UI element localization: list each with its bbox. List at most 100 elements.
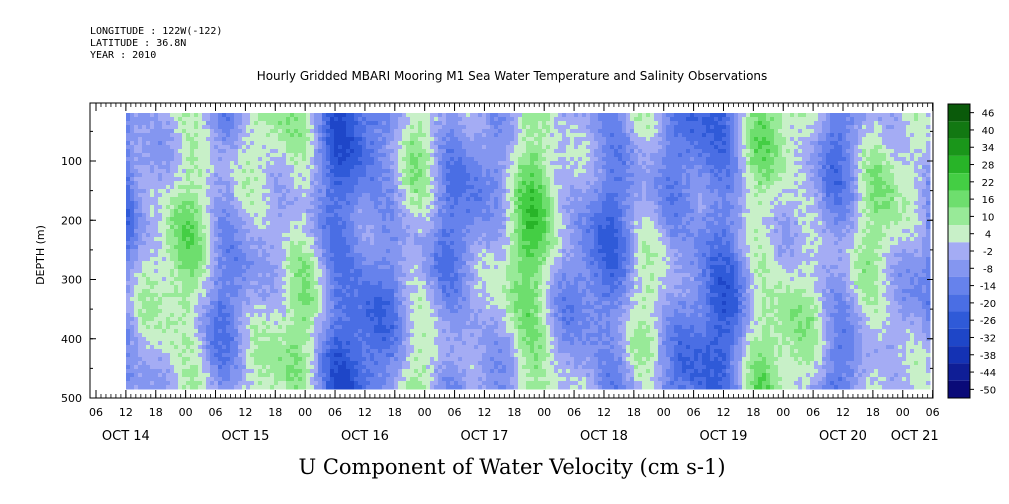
heatmap-cell bbox=[410, 365, 415, 370]
heatmap-cell bbox=[250, 173, 255, 178]
heatmap-cell bbox=[250, 345, 255, 350]
heatmap-cell bbox=[282, 157, 287, 162]
heatmap-cell bbox=[154, 309, 159, 314]
heatmap-cell bbox=[350, 313, 355, 318]
heatmap-cell bbox=[190, 145, 195, 150]
heatmap-cell bbox=[178, 209, 183, 214]
heatmap-cell bbox=[182, 153, 187, 158]
heatmap-cell bbox=[242, 129, 247, 134]
heatmap-cell bbox=[218, 121, 223, 126]
heatmap-cell bbox=[238, 221, 243, 226]
heatmap-cell bbox=[158, 349, 163, 354]
heatmap-cell bbox=[226, 205, 231, 210]
heatmap-cell bbox=[374, 313, 379, 318]
heatmap-cell bbox=[210, 169, 215, 174]
heatmap-cell bbox=[234, 329, 239, 334]
heatmap-cell bbox=[402, 353, 407, 358]
heatmap-cell bbox=[334, 309, 339, 314]
heatmap-cell bbox=[246, 213, 251, 218]
heatmap-cell bbox=[158, 353, 163, 358]
heatmap-cell bbox=[306, 181, 311, 186]
heatmap-cell bbox=[298, 205, 303, 210]
heatmap-cell bbox=[378, 145, 383, 150]
heatmap-cell bbox=[170, 341, 175, 346]
heatmap-cell bbox=[130, 241, 135, 246]
heatmap-cell bbox=[402, 149, 407, 154]
heatmap-cell bbox=[182, 373, 187, 378]
heatmap-cell bbox=[158, 305, 163, 310]
heatmap-cell bbox=[126, 241, 131, 246]
heatmap-cell bbox=[142, 113, 147, 118]
heatmap-cell bbox=[386, 377, 391, 382]
heatmap-cell bbox=[378, 161, 383, 166]
heatmap-cell bbox=[194, 205, 199, 210]
heatmap-cell bbox=[138, 229, 143, 234]
heatmap-cell bbox=[206, 257, 211, 262]
heatmap-cell bbox=[342, 201, 347, 206]
heatmap-cell bbox=[330, 161, 335, 166]
heatmap-cell bbox=[258, 313, 263, 318]
heatmap-cell bbox=[202, 377, 207, 382]
heatmap-cell bbox=[274, 345, 279, 350]
heatmap-cell bbox=[198, 113, 203, 118]
heatmap-cell bbox=[350, 129, 355, 134]
heatmap-cell bbox=[214, 173, 219, 178]
heatmap-cell bbox=[142, 337, 147, 342]
heatmap-cell bbox=[326, 329, 331, 334]
heatmap-cell bbox=[306, 237, 311, 242]
heatmap-cell bbox=[306, 349, 311, 354]
heatmap-cell bbox=[202, 193, 207, 198]
heatmap-cell bbox=[358, 117, 363, 122]
heatmap-cell bbox=[186, 121, 191, 126]
heatmap-cell bbox=[142, 253, 147, 258]
heatmap-cell bbox=[230, 241, 235, 246]
heatmap-cell bbox=[338, 129, 343, 134]
heatmap-cell bbox=[178, 229, 183, 234]
heatmap-cell bbox=[330, 365, 335, 370]
heatmap-cell bbox=[214, 381, 219, 386]
heatmap-cell bbox=[234, 309, 239, 314]
heatmap-cell bbox=[218, 369, 223, 374]
heatmap-cell bbox=[274, 317, 279, 322]
heatmap-cell bbox=[146, 357, 151, 362]
heatmap-cell bbox=[334, 157, 339, 162]
heatmap-cell bbox=[246, 301, 251, 306]
heatmap-cell bbox=[138, 317, 143, 322]
heatmap-cell bbox=[174, 161, 179, 166]
heatmap-cell bbox=[230, 221, 235, 226]
heatmap-cell bbox=[170, 173, 175, 178]
heatmap-cell bbox=[390, 313, 395, 318]
heatmap-cell bbox=[182, 157, 187, 162]
heatmap-cell bbox=[394, 249, 399, 254]
heatmap-cell bbox=[302, 373, 307, 378]
heatmap-cell bbox=[262, 321, 267, 326]
heatmap-cell bbox=[382, 157, 387, 162]
heatmap-cell bbox=[146, 361, 151, 366]
heatmap-cell bbox=[402, 137, 407, 142]
heatmap-cell bbox=[230, 233, 235, 238]
heatmap-cell bbox=[194, 193, 199, 198]
heatmap-cell bbox=[318, 337, 323, 342]
heatmap-cell bbox=[186, 225, 191, 230]
heatmap-cell bbox=[254, 269, 259, 274]
heatmap-cell bbox=[362, 257, 367, 262]
heatmap-cell bbox=[126, 205, 131, 210]
heatmap-cell bbox=[298, 381, 303, 386]
heatmap-cell bbox=[210, 137, 215, 142]
heatmap-cell bbox=[142, 289, 147, 294]
heatmap-cell bbox=[318, 217, 323, 222]
heatmap-cell bbox=[370, 125, 375, 130]
heatmap-cell bbox=[370, 345, 375, 350]
heatmap-cell bbox=[142, 249, 147, 254]
heatmap-cell bbox=[202, 277, 207, 282]
heatmap-cell bbox=[330, 269, 335, 274]
heatmap-cell bbox=[310, 141, 315, 146]
heatmap-cell bbox=[270, 229, 275, 234]
heatmap-cell bbox=[350, 385, 355, 390]
heatmap-cell bbox=[394, 125, 399, 130]
heatmap-cell bbox=[342, 165, 347, 170]
heatmap-cell bbox=[178, 225, 183, 230]
heatmap-cell bbox=[170, 133, 175, 138]
heatmap-cell bbox=[398, 301, 403, 306]
heatmap-cell bbox=[226, 377, 231, 382]
